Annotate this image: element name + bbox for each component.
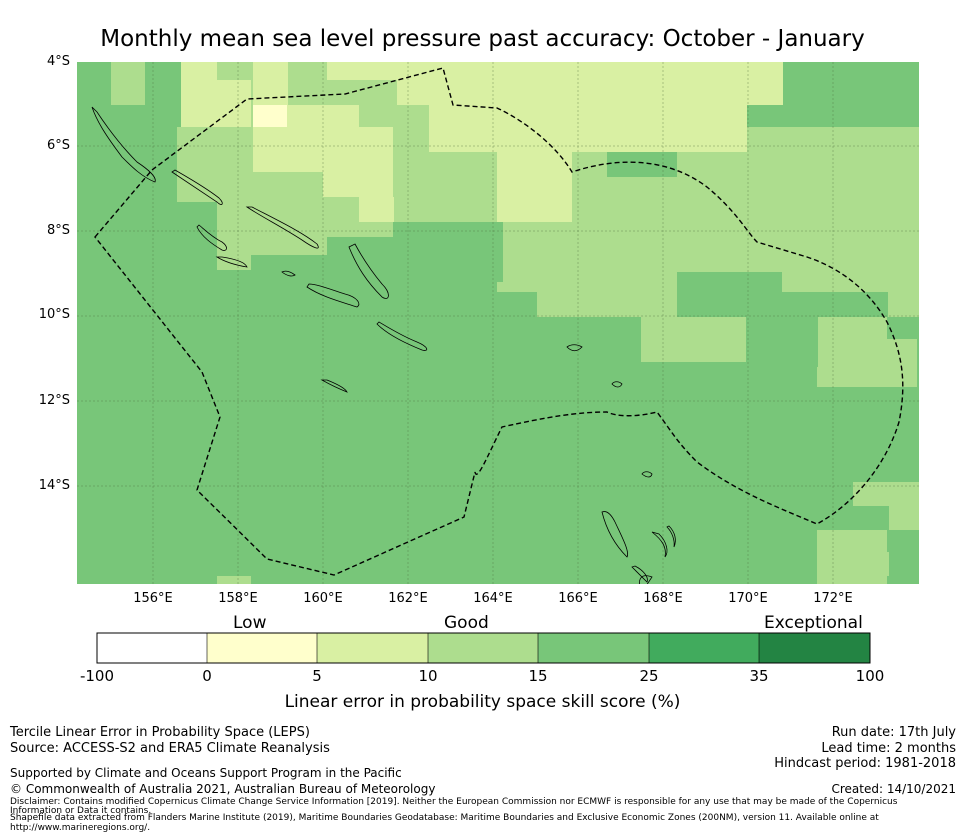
lat-label: 10°S (38, 307, 70, 322)
grid-band-0-5 (253, 105, 287, 127)
grid-band-5-10 (181, 62, 783, 222)
lon-label: 168°E (643, 591, 683, 606)
lon-label: 158°E (218, 591, 258, 606)
footer-source: Source: ACCESS-S2 and ERA5 Climate Reana… (10, 741, 330, 756)
footer-support: Supported by Climate and Oceans Support … (10, 766, 402, 780)
colorbar-tick: 35 (749, 667, 769, 685)
colorbar-segment (428, 633, 538, 663)
coastlines (91, 106, 676, 584)
lat-label: 14°S (38, 478, 70, 493)
colorbar-segment (207, 633, 317, 663)
colorbar-tick: 10 (418, 667, 438, 685)
colorbar-category-exceptional: Exceptional (764, 613, 863, 633)
lat-label: 12°S (38, 393, 70, 408)
lat-label: 6°S (46, 138, 70, 153)
colorbar-category-good: Good (444, 613, 489, 633)
footer-disclaimer-cont: Information or Data it contains. (10, 806, 152, 816)
colorbar-segment (97, 633, 207, 663)
colorbar-segment (649, 633, 759, 663)
colorbar-label: Linear error in probability space skill … (284, 692, 681, 712)
colorbar-tick: 100 (855, 667, 885, 685)
colorbar-tick: 15 (528, 667, 548, 685)
lon-label: 172°E (813, 591, 853, 606)
graticule (77, 62, 919, 584)
colorbar-segment (317, 633, 428, 663)
eez-boundary (94, 67, 904, 576)
colorbar-tick: -100 (79, 667, 115, 685)
footer-lead-time: Lead time: 2 months (821, 741, 956, 756)
footer-run-date: Run date: 17th July (831, 725, 956, 740)
lon-label: 166°E (558, 591, 598, 606)
colorbar (96, 632, 871, 664)
colorbar-tick: 25 (639, 667, 659, 685)
colorbar-tick: 0 (202, 667, 212, 685)
footer-copyright: © Commonwealth of Australia 2021, Austra… (10, 782, 436, 796)
footer-disclaimer: Disclaimer: Contains modified Copernicus… (10, 797, 898, 807)
colorbar-tick: 5 (312, 667, 322, 685)
skill-score-map (77, 62, 919, 584)
lat-label: 4°S (46, 54, 70, 69)
grid-band-15-25-patches (77, 62, 919, 584)
colorbar-category-low: Low (233, 613, 267, 633)
footer-hindcast: Hindcast period: 1981-2018 (774, 756, 956, 771)
footer-created: Created: 14/10/2021 (831, 782, 956, 796)
lon-label: 162°E (388, 591, 428, 606)
lon-label: 160°E (303, 591, 343, 606)
lat-label: 8°S (46, 223, 70, 238)
lon-label: 164°E (473, 591, 513, 606)
colorbar-segment (538, 633, 649, 663)
footer-shapefile-url: http://www.marineregions.org/. (10, 823, 151, 833)
colorbar-segment (759, 633, 870, 663)
map-title: Monthly mean sea level pressure past acc… (100, 26, 865, 52)
lon-label: 156°E (133, 591, 173, 606)
skill-score-grid (77, 62, 919, 584)
footer-shapefile: Shapefile data extracted from Flanders M… (10, 813, 879, 823)
footer-method: Tercile Linear Error in Probability Spac… (10, 725, 310, 740)
lon-label: 170°E (728, 591, 768, 606)
